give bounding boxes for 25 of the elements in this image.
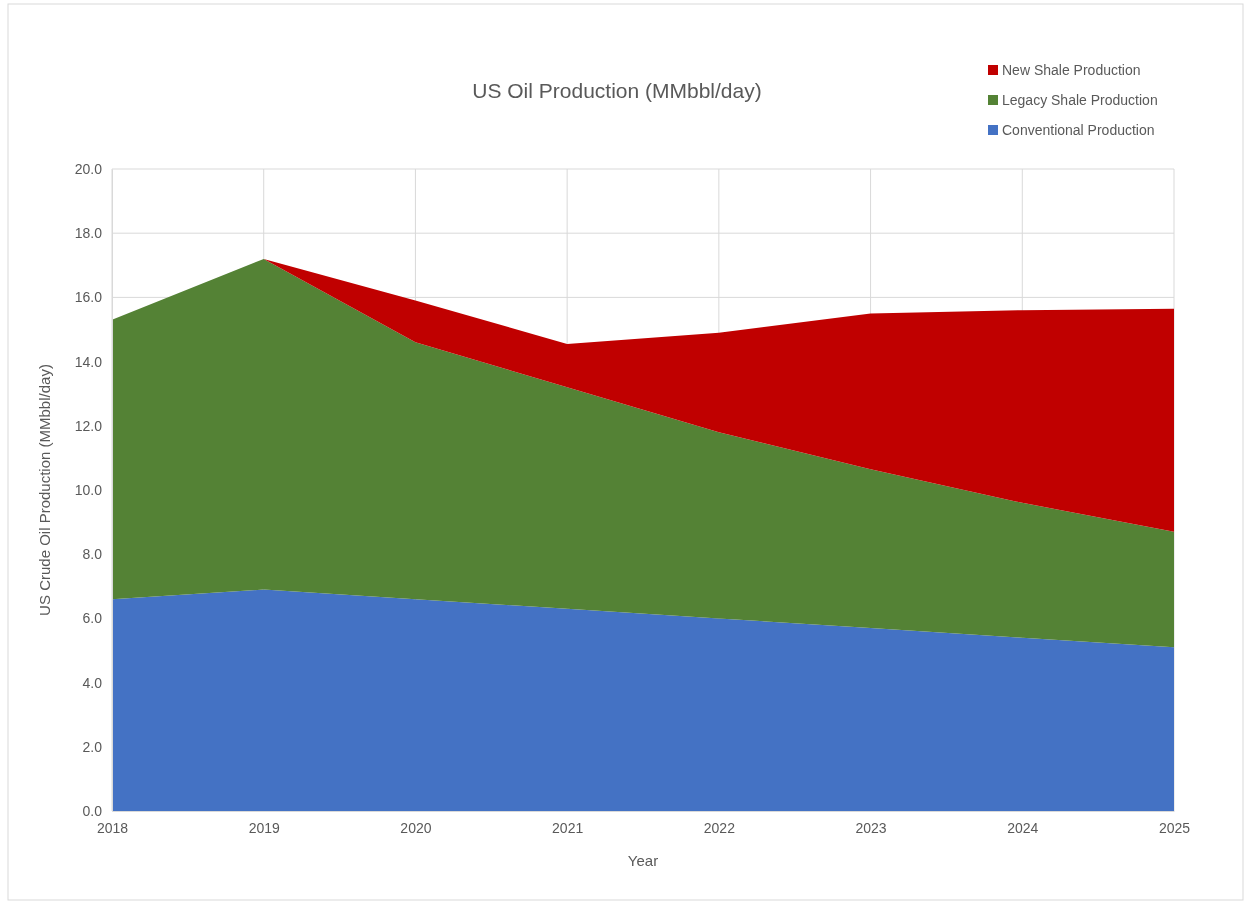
x-tick-label: 2022 bbox=[703, 819, 736, 836]
y-tick-label: 0.0 bbox=[82, 802, 103, 819]
y-tick-label: 20.0 bbox=[74, 160, 103, 177]
y-tick-label: 8.0 bbox=[82, 546, 103, 563]
y-tick-label: 12.0 bbox=[74, 417, 103, 434]
legend-label: Conventional Production bbox=[1002, 122, 1155, 138]
y-tick-label: 4.0 bbox=[82, 674, 103, 691]
x-tick-label: 2025 bbox=[1158, 819, 1191, 836]
y-tick-label: 10.0 bbox=[74, 481, 103, 498]
x-tick-label: 2018 bbox=[96, 819, 129, 836]
x-tick-label: 2019 bbox=[248, 819, 280, 836]
y-tick-label: 14.0 bbox=[74, 353, 103, 370]
y-tick-label: 18.0 bbox=[74, 225, 103, 242]
x-tick-label: 2023 bbox=[855, 819, 887, 836]
x-tick-label: 2021 bbox=[552, 819, 584, 836]
y-tick-label: 2.0 bbox=[82, 738, 103, 755]
x-tick-label: 2020 bbox=[400, 819, 432, 836]
chart-title: US Oil Production (MMbbl/day) bbox=[472, 79, 762, 102]
y-tick-label: 6.0 bbox=[82, 610, 103, 627]
legend-label: Legacy Shale Production bbox=[1002, 92, 1158, 108]
x-axis-title: Year bbox=[627, 852, 659, 869]
y-axis-title: US Crude Oil Production (MMbbl/day) bbox=[36, 364, 53, 616]
y-tick-label: 16.0 bbox=[74, 289, 103, 306]
legend-label: New Shale Production bbox=[1002, 62, 1141, 78]
x-tick-label: 2024 bbox=[1007, 819, 1039, 836]
